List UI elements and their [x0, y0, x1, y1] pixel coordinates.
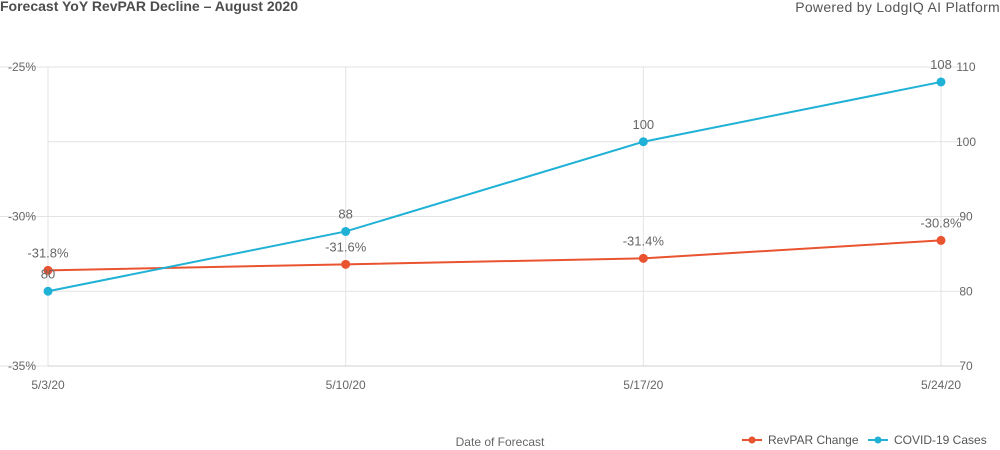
- data-point: [936, 235, 946, 245]
- legend-swatch-marker: [874, 436, 882, 444]
- data-label: 80: [41, 266, 55, 281]
- series-line-revpar: [47, 239, 942, 272]
- x-tick-label: 5/17/20: [623, 378, 663, 392]
- gridlines: [47, 66, 963, 366]
- right-y-tick-label: 100: [956, 135, 976, 149]
- data-point: [43, 265, 53, 275]
- data-label: 100: [632, 117, 654, 132]
- data-label: 108: [930, 57, 952, 72]
- data-label: 88: [338, 206, 352, 221]
- data-point: [341, 259, 351, 269]
- right-y-tick-label: 70: [959, 359, 973, 373]
- legend-label: COVID-19 Cases: [894, 433, 987, 447]
- x-tick-label: 5/10/20: [326, 378, 366, 392]
- right-y-tick-label: 110: [956, 60, 975, 74]
- data-point: [43, 286, 53, 296]
- axes: -35% -30% -25% 70 80 90 100 110 5/3/20 5/10/20 5/1…: [0, 60, 976, 392]
- right-y-tick-label: 90: [959, 210, 973, 224]
- left-y-tick-label: -30%: [8, 210, 36, 224]
- series: [43, 77, 946, 296]
- legend-label: RevPAR Change: [768, 433, 859, 447]
- data-label: -30.8%: [920, 215, 962, 230]
- right-y-tick-label: 80: [959, 284, 973, 298]
- series-line-covid: [47, 80, 942, 293]
- data-point: [341, 226, 351, 236]
- data-point: [638, 253, 648, 263]
- data-label: -31.4%: [623, 233, 665, 248]
- left-y-tick-label: -25%: [8, 60, 36, 74]
- x-tick-label: 5/3/20: [31, 378, 65, 392]
- data-point: [936, 77, 946, 87]
- x-tick-label: 5/24/20: [921, 378, 961, 392]
- chart-title: Forecast YoY RevPAR Decline – August 202…: [0, 0, 299, 14]
- x-axis-title: Date of Forecast: [456, 435, 545, 449]
- legend-swatch-marker: [748, 436, 756, 444]
- legend: RevPAR Change COVID-19 Cases: [742, 433, 987, 447]
- data-labels: -31.8% -31.6% -31.4% -30.8% 80 88 100 108: [27, 57, 962, 281]
- data-label: -31.6%: [325, 239, 367, 254]
- data-label: -31.8%: [27, 245, 69, 260]
- data-point: [638, 137, 648, 147]
- left-y-tick-label: -35%: [8, 359, 36, 373]
- powered-by-label: Powered by LodgIQ AI Platform: [795, 0, 1000, 15]
